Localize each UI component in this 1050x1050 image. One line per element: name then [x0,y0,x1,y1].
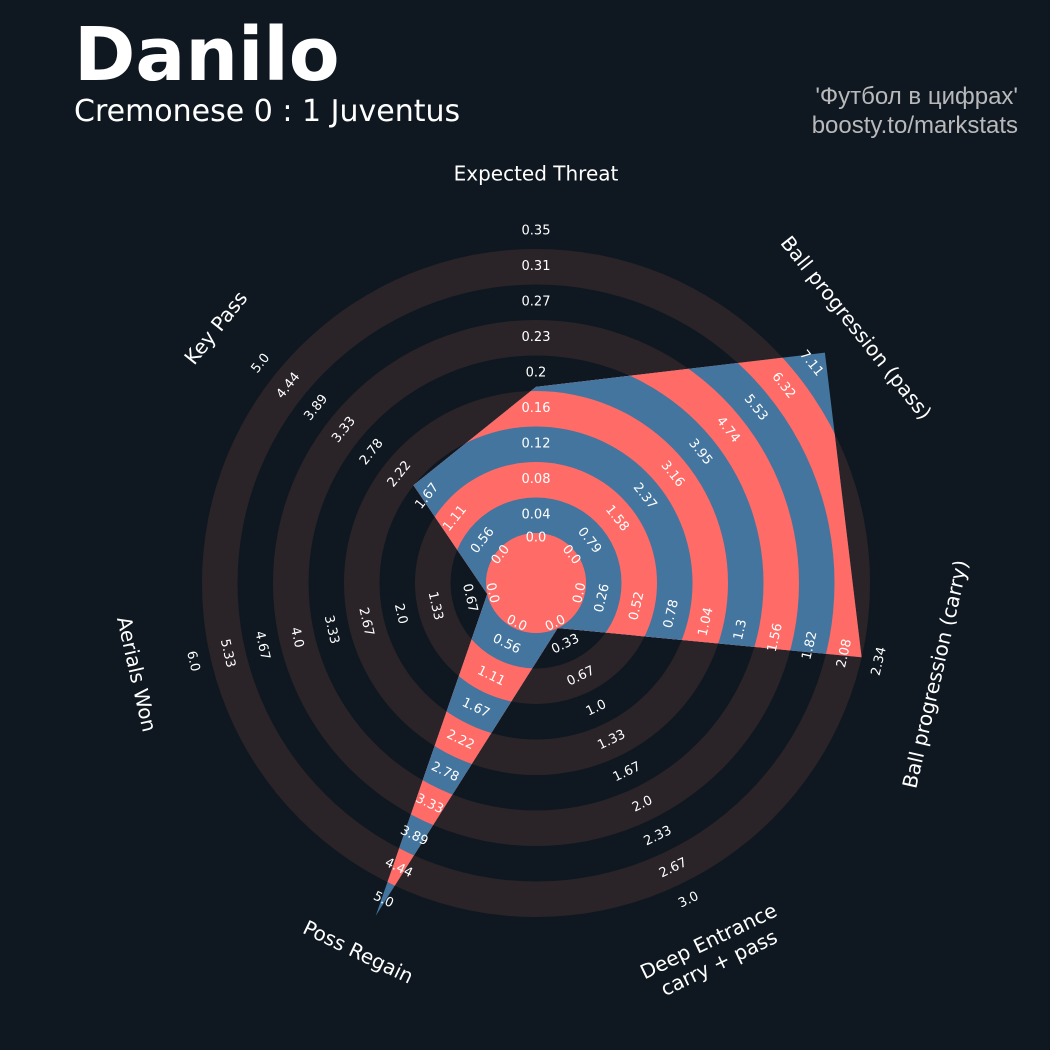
tick-label: 2.08 [834,638,855,670]
tick-label: 0.67 [459,582,480,614]
parameter-label-line: Expected Threat [454,162,619,186]
tick-label: 6.0 [183,650,202,674]
parameter-label-line: Key Pass [179,286,252,369]
tick-label: 4.67 [251,630,272,662]
tick-label: 1.82 [799,630,820,662]
parameter-label-line: Ball progression (carry) [897,558,973,791]
tick-label: 0.0 [526,531,547,546]
parameter-label-line: Aerials Won [112,614,162,734]
match-subtitle: Cremonese 0 : 1 Juventus [74,94,461,129]
parameter-label: Key Pass [179,286,252,369]
tick-label: 3.33 [321,614,342,646]
tick-label: 0.23 [522,330,551,345]
credit-block: 'Футбол в цифрах' boosty.to/markstats [812,82,1018,140]
tick-label: 2.0 [391,602,410,626]
tick-label: 2.67 [355,606,376,638]
center-core [486,533,586,633]
tick-label: 0.16 [522,401,551,416]
tick-label: 0.78 [661,598,682,630]
tick-label: 1.33 [425,590,446,622]
tick-label: 0.2 [526,366,547,381]
tick-label: 0.52 [626,590,647,622]
tick-label: 1.56 [765,622,786,654]
credit-line-2: boosty.to/markstats [811,112,1018,139]
tick-label: 0.26 [592,582,613,614]
credit-line-1: 'Футбол в цифрах' [815,83,1018,110]
player-name-title: Danilo [74,12,340,98]
tick-label: 0.04 [522,508,551,523]
tick-label: 0.35 [522,224,551,239]
tick-label: 0.0 [482,581,501,605]
tick-label: 2.34 [869,646,890,678]
tick-label: 1.04 [696,606,717,638]
tick-label: 0.31 [522,259,551,274]
tick-label: 0.08 [522,472,551,487]
tick-label: 0.27 [522,295,551,310]
parameter-label: Ball progression (carry) [897,558,973,791]
tick-label: 0.0 [570,581,589,605]
parameter-label: Expected Threat [454,162,619,186]
tick-label: 0.12 [522,437,551,452]
tick-label: 4.0 [287,626,306,650]
tick-label: 1.3 [731,618,750,642]
tick-label: 5.33 [217,638,238,670]
parameter-label: Aerials Won [112,614,162,734]
